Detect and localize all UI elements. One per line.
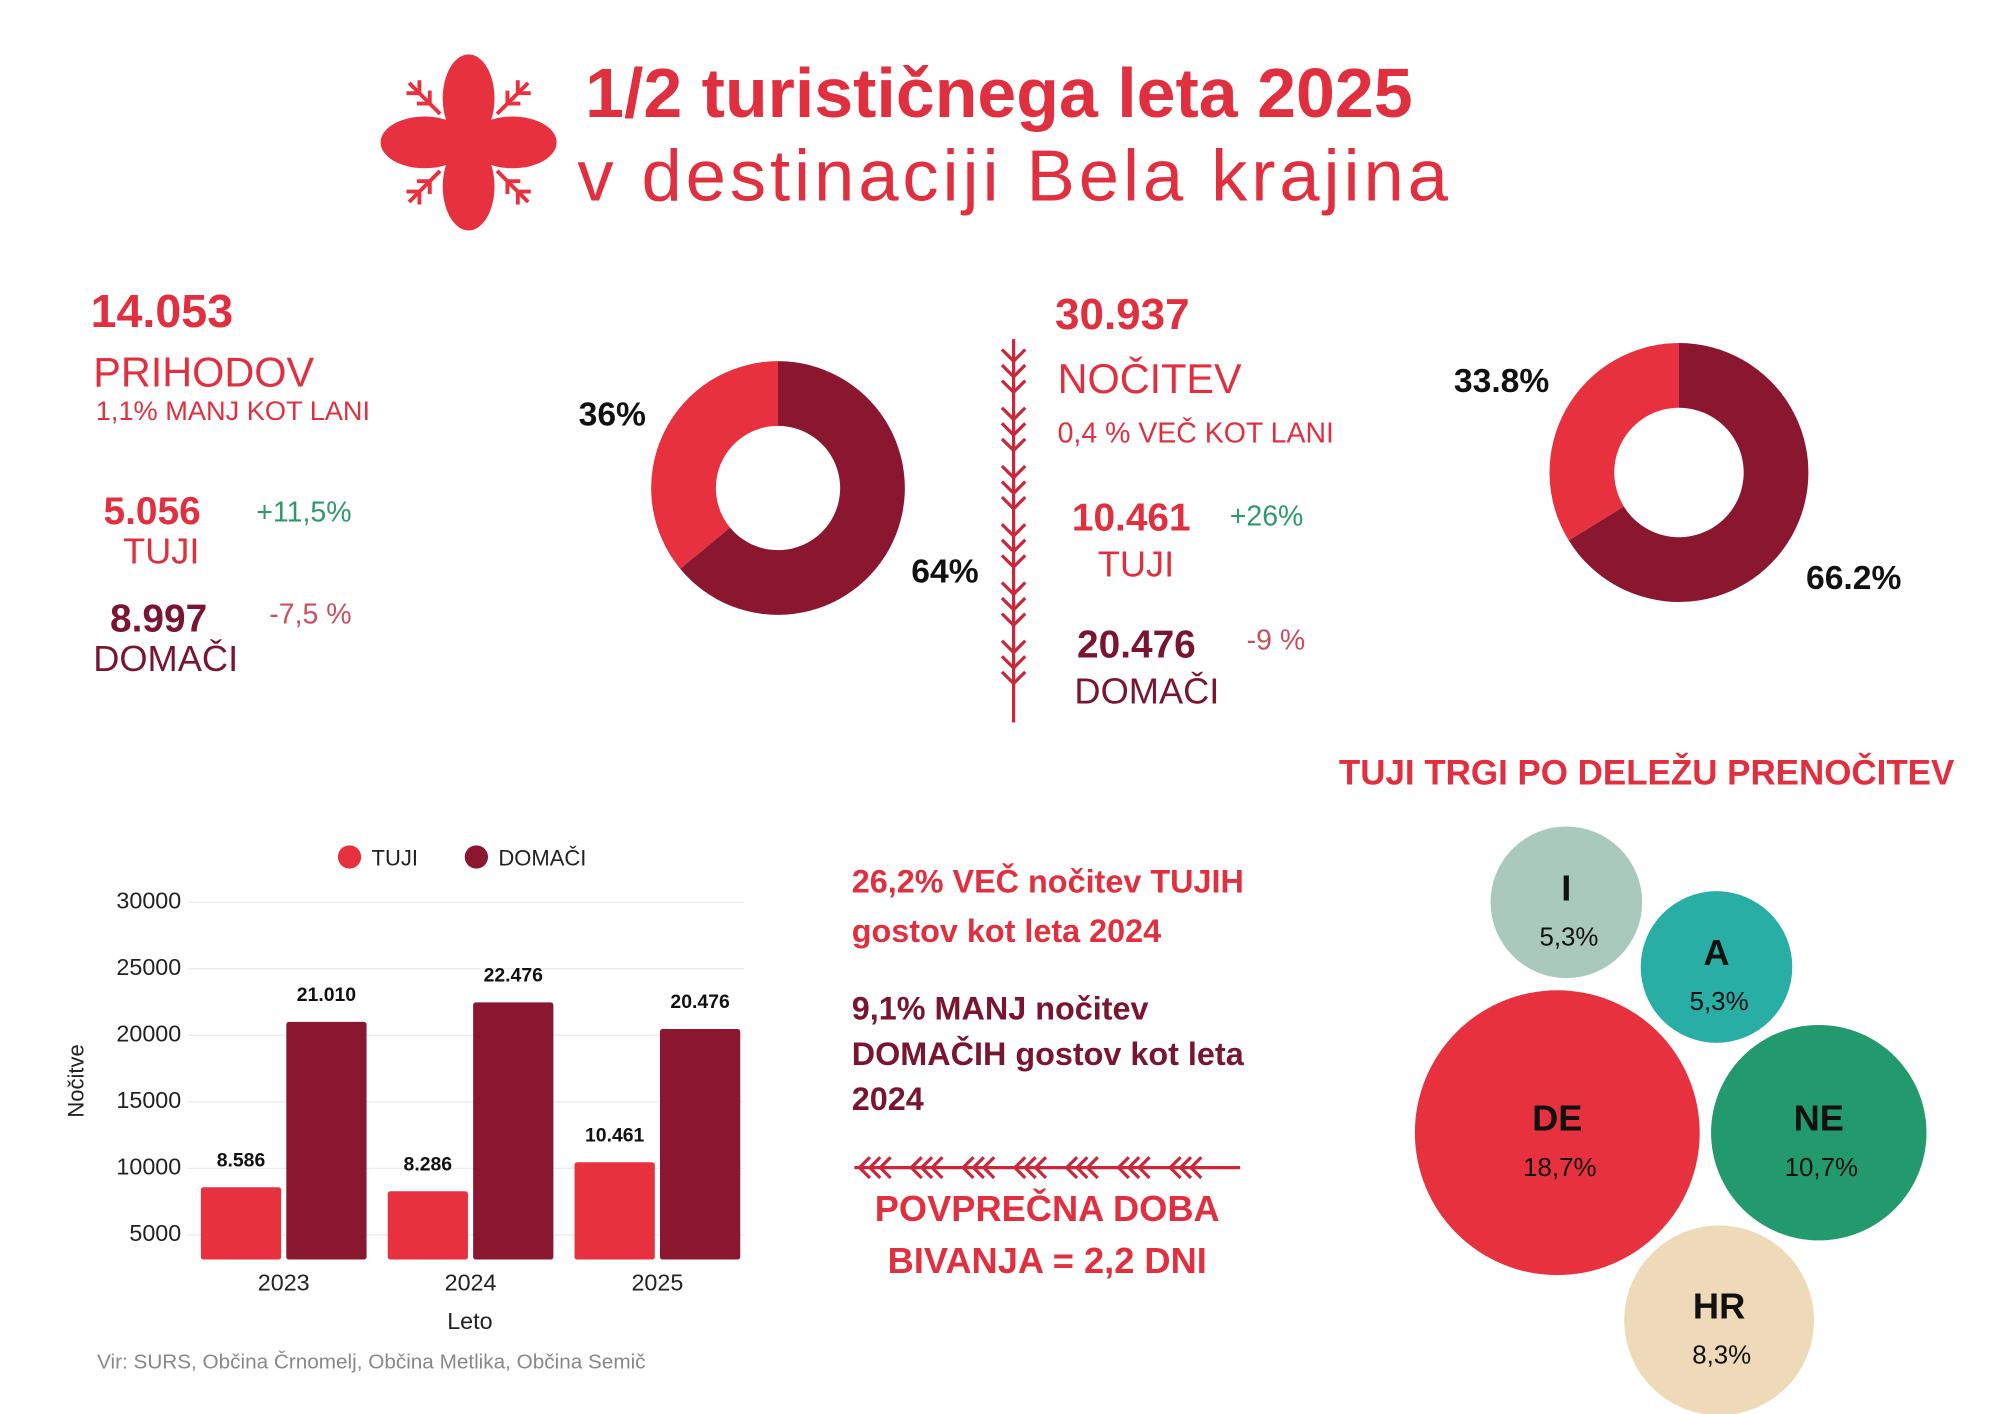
label: NOČITEV xyxy=(1058,356,1242,402)
bubble-title: TUJI TRGI PO DELEŽU PRENOČITEV xyxy=(1339,753,1955,793)
logo xyxy=(380,54,557,231)
x-tick-label: 2023 xyxy=(258,1269,310,1295)
y-axis-label: Nočitve xyxy=(63,1044,88,1117)
foreign-value: 5.056 xyxy=(104,490,201,533)
data-label: 8.586 xyxy=(217,1149,266,1171)
domestic-change: -9 % xyxy=(1247,625,1306,657)
note: 9,1% MANJ nočitev xyxy=(852,991,1149,1027)
note: 2024 xyxy=(852,1081,924,1117)
foreign-change: +11,5% xyxy=(256,496,351,528)
x-tick-label: 2025 xyxy=(631,1269,683,1295)
note: DOMAČIH gostov kot leta xyxy=(852,1034,1245,1072)
bar xyxy=(473,1002,554,1260)
subtitle: v destinaciji Bela krajina xyxy=(577,135,1452,216)
total: 30.937 xyxy=(1055,290,1190,339)
foreign-change: +26% xyxy=(1230,500,1304,532)
bubble-label: I xyxy=(1561,867,1571,908)
domestic-change: -7,5 % xyxy=(269,599,351,631)
stay-note: BIVANJA = 2,2 DNI xyxy=(888,1240,1207,1281)
bubble-label: A xyxy=(1703,932,1729,973)
total: 14.053 xyxy=(91,285,234,337)
data-label: 64% xyxy=(911,553,978,590)
divider xyxy=(1000,339,1027,723)
bubble-value: 8,3% xyxy=(1692,1341,1751,1369)
legend-marker xyxy=(337,845,362,869)
bubble-label: NE xyxy=(1794,1098,1844,1139)
bar xyxy=(659,1029,741,1260)
data-label: 22.476 xyxy=(484,965,544,987)
bar xyxy=(387,1191,468,1260)
domestic-value: 20.476 xyxy=(1077,624,1196,667)
bar xyxy=(286,1021,367,1260)
bar xyxy=(200,1187,282,1260)
bubble-value: 10,7% xyxy=(1785,1154,1858,1182)
bubble-value: 5,3% xyxy=(1539,923,1598,951)
bubble-value: 18,7% xyxy=(1523,1154,1596,1182)
data-label: 33.8% xyxy=(1454,363,1549,400)
bubble-value: 5,3% xyxy=(1690,988,1749,1016)
x-tick-label: 2024 xyxy=(445,1269,497,1295)
legend-label: TUJI xyxy=(372,845,418,870)
note: 26,2% VEČ nočitev TUJIH xyxy=(852,862,1244,900)
donut-segment xyxy=(1568,343,1809,602)
arrow-divider xyxy=(854,1155,1241,1180)
y-tick-label: 30000 xyxy=(116,887,181,913)
donut-segment xyxy=(651,361,778,569)
bar xyxy=(574,1162,655,1260)
x-axis-label: Leto xyxy=(447,1308,492,1334)
y-tick-label: 10000 xyxy=(116,1154,181,1180)
y-tick-label: 5000 xyxy=(129,1220,181,1246)
data-label: 10.461 xyxy=(585,1125,645,1147)
bubble xyxy=(1414,990,1700,1276)
legend-marker xyxy=(464,845,489,869)
domestic-label: DOMAČI xyxy=(1074,670,1219,711)
donut-segment xyxy=(1549,343,1679,541)
data-label: 21.010 xyxy=(297,984,356,1006)
donut-segment xyxy=(680,361,905,615)
bubble-label: HR xyxy=(1693,1285,1745,1326)
foreign-label: TUJI xyxy=(1098,544,1175,585)
data-label: 20.476 xyxy=(670,991,730,1013)
legend-label: DOMAČI xyxy=(498,845,586,870)
change: 1,1% MANJ KOT LANI xyxy=(96,395,370,426)
data-label: 66.2% xyxy=(1806,560,1901,597)
data-label: 36% xyxy=(579,397,646,434)
y-tick-label: 15000 xyxy=(116,1087,181,1113)
source: Vir: SURS, Občina Črnomelj, Občina Metli… xyxy=(97,1351,645,1374)
note: gostov kot leta 2024 xyxy=(852,913,1161,949)
foreign-value: 10.461 xyxy=(1072,497,1191,540)
label: PRIHODOV xyxy=(93,349,314,395)
bubble xyxy=(1640,891,1793,1043)
foreign-label: TUJI xyxy=(123,531,200,572)
domestic-label: DOMAČI xyxy=(93,638,238,679)
data-label: 8.286 xyxy=(404,1153,453,1175)
y-tick-label: 20000 xyxy=(116,1020,181,1046)
title: 1/2 turističnega leta 2025 xyxy=(585,54,1412,132)
bubble-label: DE xyxy=(1532,1098,1582,1139)
change: 0,4 % VEČ KOT LANI xyxy=(1058,417,1334,449)
y-tick-label: 25000 xyxy=(116,954,181,980)
bubble xyxy=(1624,1225,1814,1414)
bubble xyxy=(1490,826,1643,979)
domestic-value: 8.997 xyxy=(110,598,207,641)
stay-note: POVPREČNA DOBA xyxy=(875,1187,1220,1229)
bubble xyxy=(1711,1024,1927,1241)
